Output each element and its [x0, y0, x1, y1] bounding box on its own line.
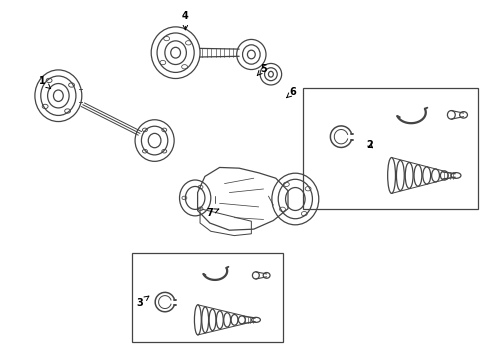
Text: 1: 1 — [39, 76, 51, 89]
Text: 6: 6 — [287, 87, 296, 98]
Text: 7: 7 — [206, 208, 219, 218]
Text: 3: 3 — [137, 296, 149, 308]
Text: 2: 2 — [366, 140, 373, 150]
Bar — [303, 88, 478, 210]
Bar — [132, 253, 283, 342]
Text: 4: 4 — [182, 11, 189, 30]
Text: 5: 5 — [257, 64, 267, 76]
